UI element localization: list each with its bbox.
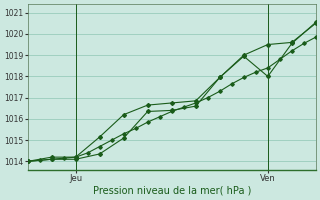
X-axis label: Pression niveau de la mer( hPa ): Pression niveau de la mer( hPa ) — [92, 186, 251, 196]
